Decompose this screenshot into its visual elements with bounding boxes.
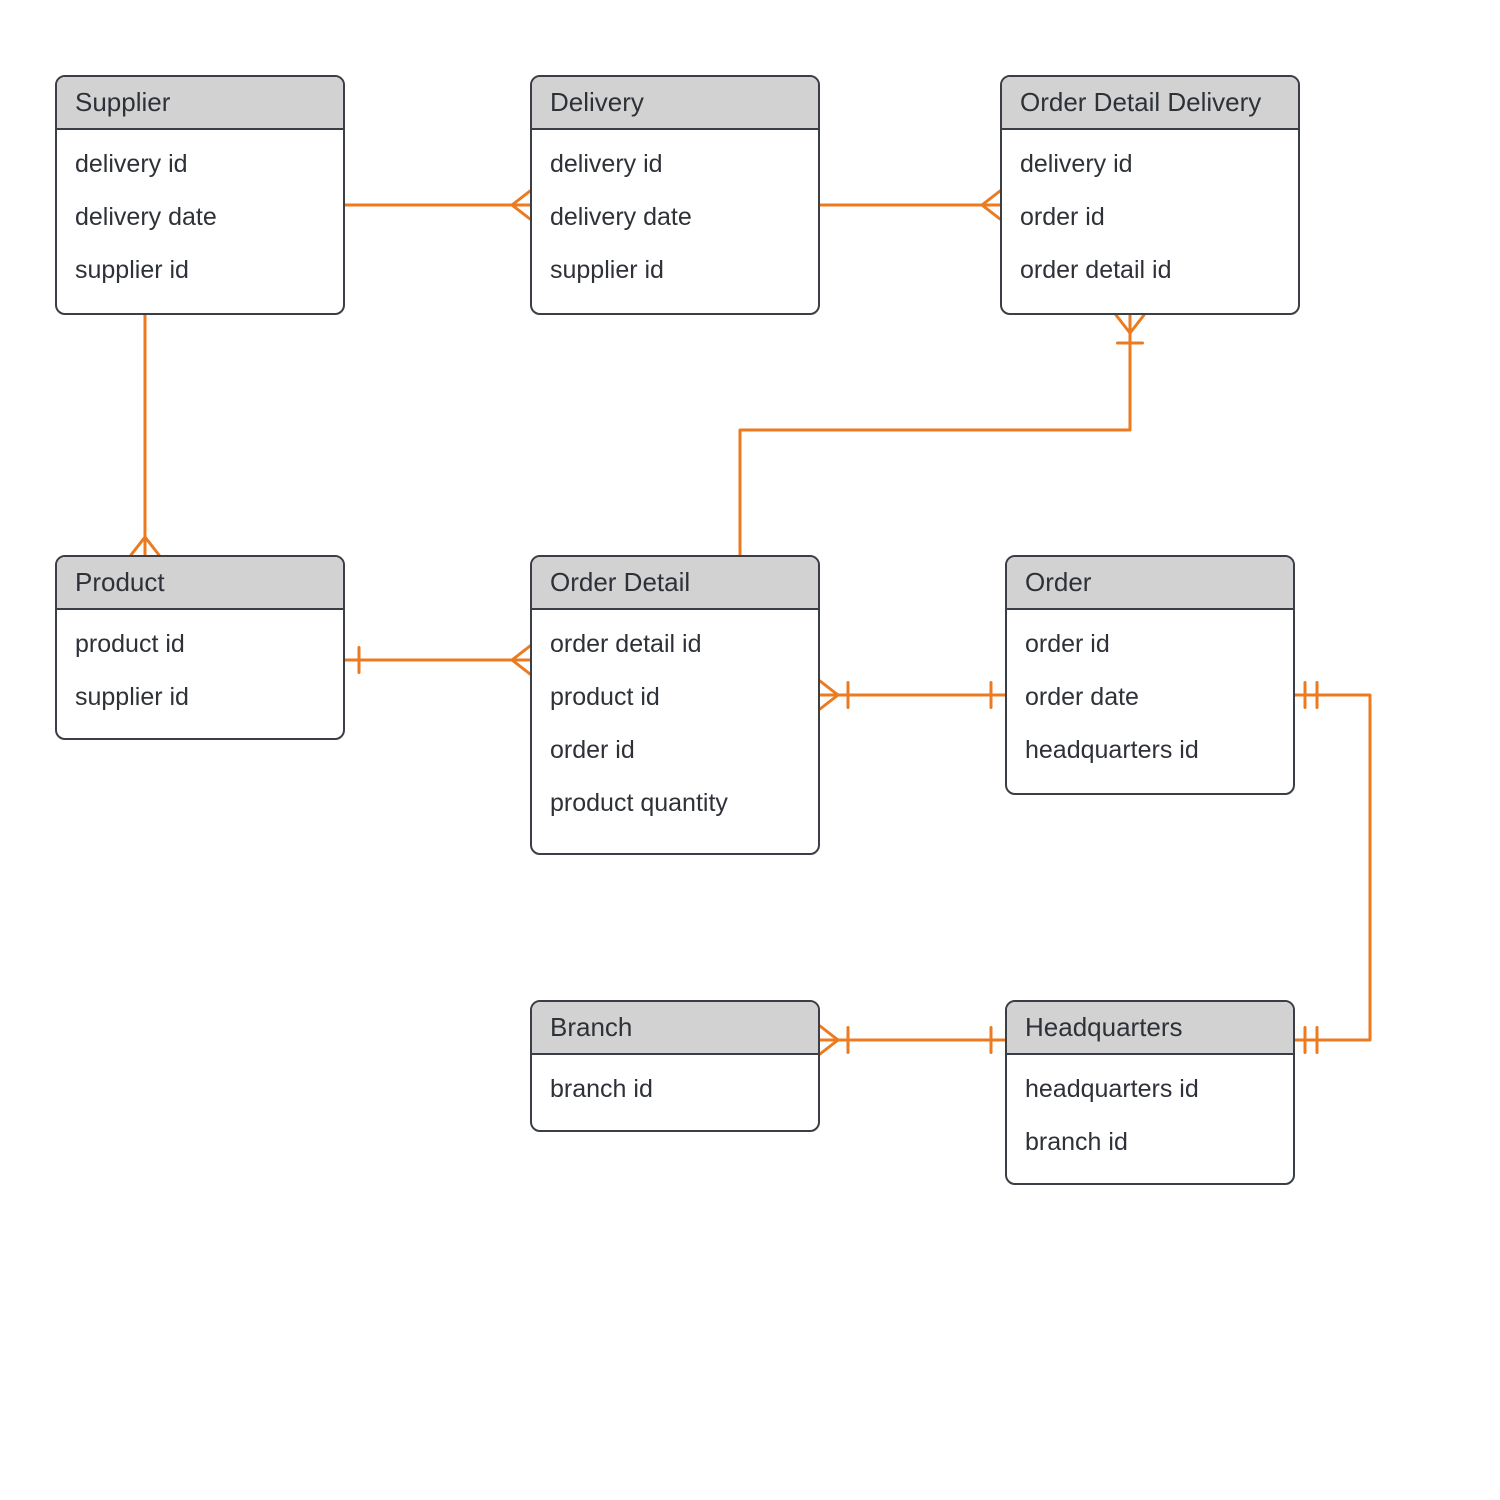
entity-attr: delivery id (75, 138, 325, 191)
entity-attr: supplier id (75, 671, 325, 724)
entity-order-detail-delivery-title: Order Detail Delivery (1002, 77, 1298, 130)
entity-attr: supplier id (550, 244, 800, 297)
entity-attr: product id (550, 671, 800, 724)
entity-attr: product quantity (550, 777, 800, 830)
entity-attr: headquarters id (1025, 1063, 1275, 1116)
entity-supplier-title: Supplier (57, 77, 343, 130)
entity-headquarters-title: Headquarters (1007, 1002, 1293, 1055)
entity-order-detail-delivery: Order Detail Delivery delivery id order … (1000, 75, 1300, 315)
entity-delivery-body: delivery id delivery date supplier id (532, 130, 818, 311)
entity-headquarters-body: headquarters id branch id (1007, 1055, 1293, 1183)
entity-order: Order order id order date headquarters i… (1005, 555, 1295, 795)
entity-branch-body: branch id (532, 1055, 818, 1130)
entity-attr: delivery date (75, 191, 325, 244)
entity-order-detail-body: order detail id product id order id prod… (532, 610, 818, 844)
entity-attr: order date (1025, 671, 1275, 724)
entity-product: Product product id supplier id (55, 555, 345, 740)
entity-supplier: Supplier delivery id delivery date suppl… (55, 75, 345, 315)
entity-attr: delivery id (1020, 138, 1280, 191)
entity-order-detail: Order Detail order detail id product id … (530, 555, 820, 855)
entity-product-body: product id supplier id (57, 610, 343, 738)
entity-order-detail-delivery-body: delivery id order id order detail id (1002, 130, 1298, 311)
entity-product-title: Product (57, 557, 343, 610)
entity-attr: order detail id (1020, 244, 1280, 297)
entity-headquarters: Headquarters headquarters id branch id (1005, 1000, 1295, 1185)
entity-branch: Branch branch id (530, 1000, 820, 1132)
entity-order-title: Order (1007, 557, 1293, 610)
entity-attr: delivery date (550, 191, 800, 244)
entity-attr: order detail id (550, 618, 800, 671)
entity-supplier-body: delivery id delivery date supplier id (57, 130, 343, 311)
entity-attr: supplier id (75, 244, 325, 297)
entity-attr: order id (1025, 618, 1275, 671)
entity-attr: branch id (550, 1063, 800, 1116)
entity-attr: branch id (1025, 1116, 1275, 1169)
entity-attr: order id (1020, 191, 1280, 244)
entity-attr: headquarters id (1025, 724, 1275, 777)
entity-order-body: order id order date headquarters id (1007, 610, 1293, 791)
entity-delivery: Delivery delivery id delivery date suppl… (530, 75, 820, 315)
entity-attr: delivery id (550, 138, 800, 191)
entity-branch-title: Branch (532, 1002, 818, 1055)
entity-attr: order id (550, 724, 800, 777)
entity-delivery-title: Delivery (532, 77, 818, 130)
entity-attr: product id (75, 618, 325, 671)
entity-order-detail-title: Order Detail (532, 557, 818, 610)
